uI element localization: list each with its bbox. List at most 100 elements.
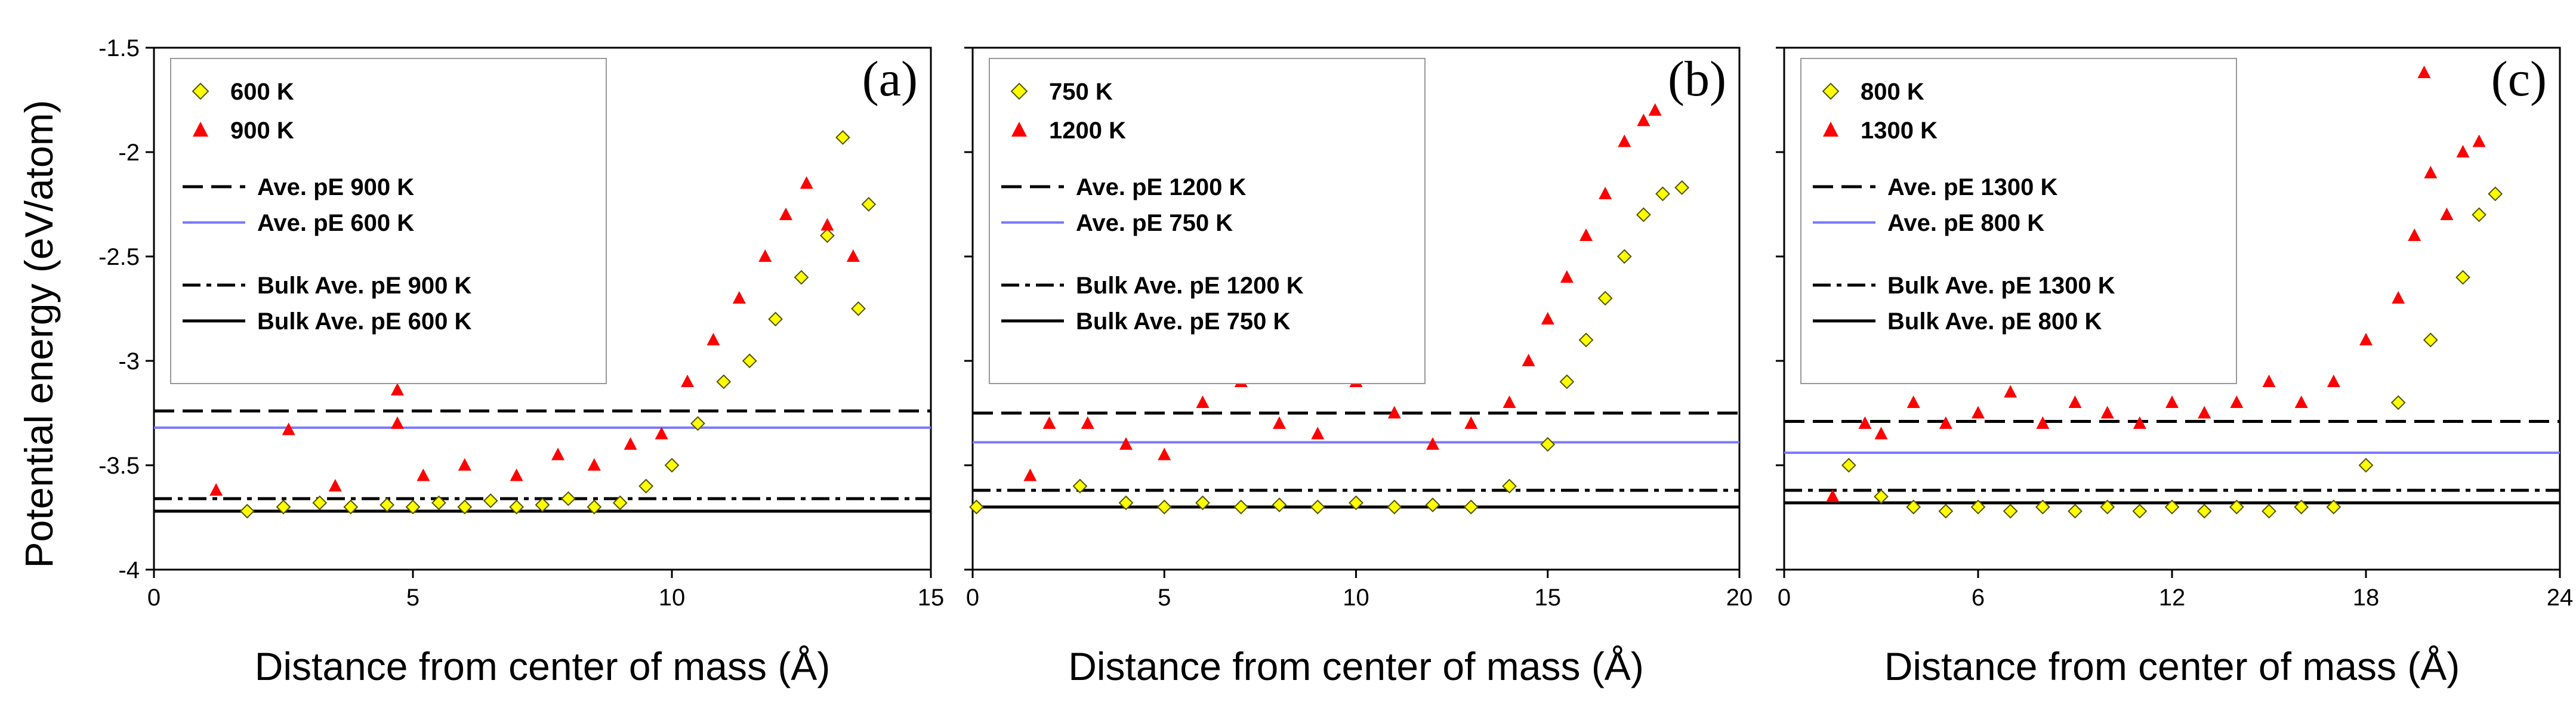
legend-label: 900 K [230,118,294,144]
legend-label: Bulk Ave. pE 1200 K [1076,273,1304,299]
data-point [551,447,565,460]
x-tick-label: 15 [918,585,945,611]
data-point [1939,416,1952,429]
panels: 0 5 10 15 -4 -3.5 -3 -2.5 -2 -1.5 600 K 900 K Ave. p… [98,35,2573,688]
y-tick-label: -1.5 [98,35,140,61]
data-point [2359,333,2373,345]
x-axis-label: Distance from center of mass (Å) [255,644,831,688]
data-point [312,495,328,511]
panel-3: 0 6 12 18 24 800 K 1300 K Ave. pE 1300 K Ave. pE… [1776,47,2573,688]
data-point [417,468,430,481]
data-point [779,208,792,220]
data-point [1578,332,1594,348]
data-point [390,416,404,429]
data-point [343,499,359,515]
data-point [405,499,421,515]
data-point [2230,395,2244,408]
data-point [535,497,550,512]
data-point [2326,499,2341,515]
data-point [1425,497,1440,512]
data-point [483,493,498,508]
data-point [1541,312,1554,324]
data-point [2417,66,2431,78]
data-point [457,499,473,515]
legend-label: 1200 K [1049,118,1126,144]
data-point [1311,426,1325,440]
data-point [2133,416,2146,429]
data-point [861,197,877,212]
legend-label: 800 K [1861,79,1924,105]
legend-marker [1010,82,1028,100]
data-point [1081,416,1094,429]
data-point [2036,416,2050,429]
data-point [1906,499,1921,515]
data-point [794,270,809,285]
data-point [1196,395,1210,408]
data-point [2472,134,2486,147]
legend-label: 1300 K [1861,118,1938,144]
series-1300-k [1826,66,2486,502]
data-point [1616,249,1632,264]
x-tick-label: 15 [1535,585,1562,611]
panel-1: 0 5 10 15 -4 -3.5 -3 -2.5 -2 -1.5 600 K 900 K Ave. p… [98,35,944,688]
data-point [1826,489,1840,502]
data-point [732,291,746,304]
data-point [1195,495,1210,511]
legend-label: Ave. pE 800 K [1887,210,2044,236]
data-point [1655,186,1670,202]
data-point [2390,395,2406,410]
data-point [2392,291,2405,304]
x-tick-label: 0 [966,585,979,611]
data-point [612,495,628,511]
data-point [2164,499,2180,515]
data-point [1349,495,1363,511]
x-tick-label: 12 [2159,585,2186,611]
panel-label: (a) [862,51,918,107]
data-point [1119,437,1133,450]
data-point [1522,354,1535,366]
data-point [2440,208,2454,220]
x-axis-label: Distance from center of mass (Å) [1068,644,1644,688]
data-point [800,176,813,189]
data-point [1559,374,1575,389]
legend-box [1800,58,2237,384]
data-point [1579,228,1593,241]
series-900-k [209,176,860,496]
legend-marker [193,122,208,137]
data-point [1503,395,1516,408]
x-tick-label: 10 [1343,585,1369,611]
data-point [2294,395,2308,408]
data-point [758,249,772,262]
data-point [1874,489,1889,504]
data-point [2455,270,2470,285]
panel-label: (b) [1668,51,1726,107]
data-point [655,426,668,440]
data-point [716,374,732,389]
data-point [1464,416,1478,429]
data-point [509,499,525,515]
legend-marker [192,82,209,100]
data-point [1970,499,1986,515]
data-point [1502,478,1517,494]
x-tick-label: 5 [1158,585,1171,611]
data-point [1597,290,1613,306]
data-point [2004,385,2017,398]
legend-label: Bulk Ave. pE 750 K [1076,308,1291,335]
legend-label: 750 K [1049,79,1113,105]
data-point [282,422,295,435]
data-point [664,457,680,473]
data-point [851,301,866,316]
data-point [1636,207,1651,222]
data-point [1426,437,1439,450]
data-point [1906,395,1920,408]
legend-label: Bulk Ave. pE 800 K [1887,308,2102,335]
legend-label: Ave. pE 750 K [1076,210,1233,236]
legend-box [989,58,1426,384]
data-point [2294,499,2309,515]
x-tick-label: 5 [406,585,419,611]
x-tick-label: 20 [1726,585,1753,611]
data-point [2488,186,2503,202]
legend-label: Ave. pE 600 K [257,210,414,236]
y-tick-label: -4 [118,557,140,583]
legend-label: 600 K [230,79,294,105]
